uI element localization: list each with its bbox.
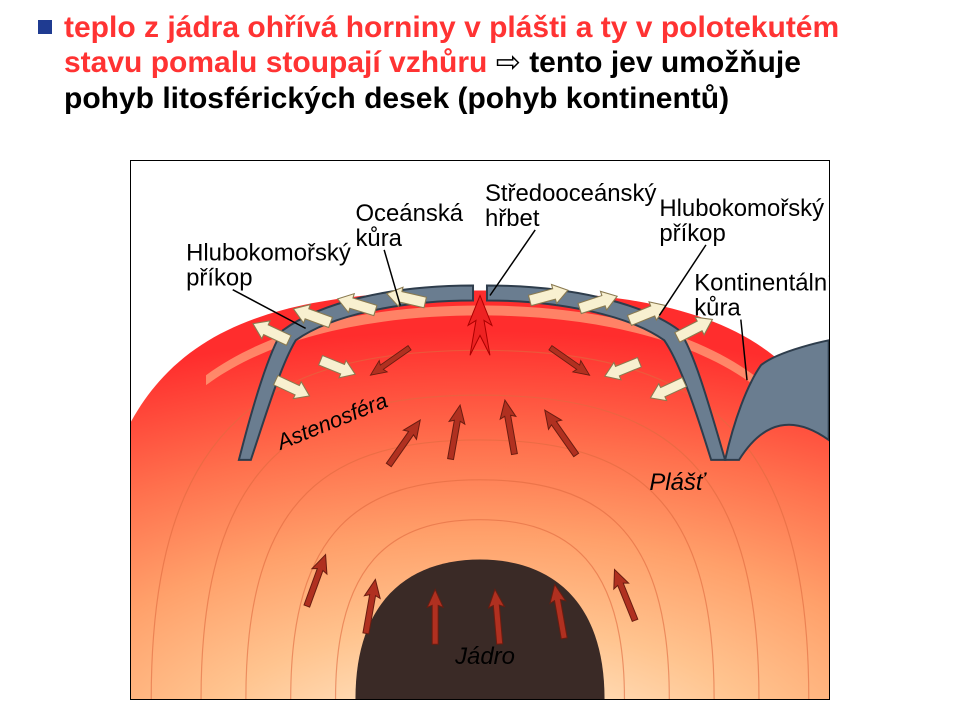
- label-mid_ridge: Středooceánskýhřbet: [485, 180, 656, 232]
- bullet-line-2: stavu pomalu stoupají vzhůru ⇨ tento jev…: [64, 45, 928, 80]
- diagram-svg: HlubokomořskýpříkopOceánskákůraStředooce…: [131, 161, 829, 699]
- bullet-line-1: teplo z jádra ohřívá horniny v plášti a …: [64, 10, 928, 45]
- label-right_trench: Hlubokomořskýpříkop: [659, 195, 824, 247]
- bullet-line-2b: tento jev umožňuje: [521, 46, 801, 79]
- bullet-line-2a: stavu pomalu stoupají vzhůru: [64, 46, 496, 79]
- label-cont_crust: Kontinentálníkůra: [694, 270, 829, 322]
- earth-cross-section-diagram: HlubokomořskýpříkopOceánskákůraStředooce…: [130, 160, 830, 700]
- label-ocean_crust: Oceánskákůra: [355, 200, 463, 252]
- bullet-paragraph: teplo z jádra ohřívá horniny v plášti a …: [38, 10, 928, 116]
- label-mantle: Plášť: [649, 469, 707, 496]
- bullet-line-3: pohyb litosférických desek (pohyb kontin…: [64, 81, 928, 116]
- arrow-icon: ⇨: [496, 46, 521, 79]
- label-core: Jádro: [454, 643, 515, 670]
- bullet-marker-icon: [38, 20, 52, 34]
- label-left_trench: Hlubokomořskýpříkop: [186, 240, 351, 292]
- page-root: teplo z jádra ohřívá horniny v plášti a …: [0, 0, 960, 724]
- bullet-text: teplo z jádra ohřívá horniny v plášti a …: [64, 10, 928, 116]
